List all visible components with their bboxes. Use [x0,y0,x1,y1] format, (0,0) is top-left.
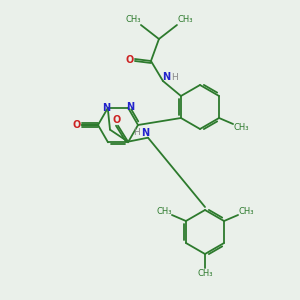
Text: CH₃: CH₃ [197,269,213,278]
Text: H: H [172,73,178,82]
Text: N: N [102,103,110,113]
Text: H: H [133,128,140,137]
Text: N: N [141,128,149,138]
Text: CH₃: CH₃ [177,16,193,25]
Text: N: N [162,72,170,82]
Text: CH₃: CH₃ [125,16,141,25]
Text: O: O [113,115,121,125]
Text: CH₃: CH₃ [238,208,254,217]
Text: CH₃: CH₃ [156,208,172,217]
Text: O: O [126,55,134,65]
Text: O: O [73,120,81,130]
Text: CH₃: CH₃ [233,122,249,131]
Text: N: N [126,102,134,112]
